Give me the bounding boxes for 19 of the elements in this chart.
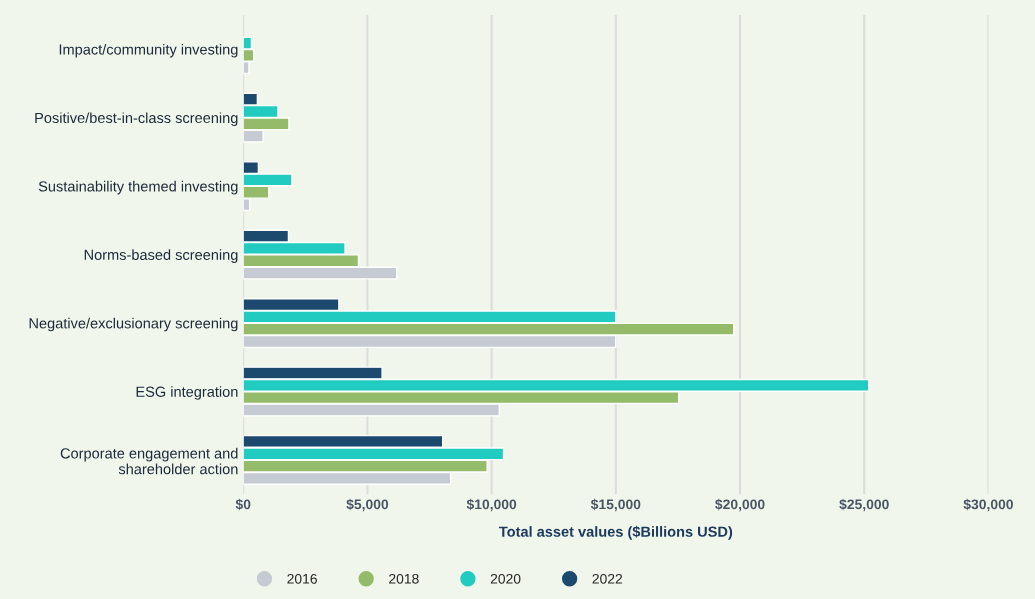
y-tick-label: ESG integration bbox=[136, 386, 238, 400]
x-tick-label: $5,000 bbox=[346, 498, 389, 512]
x-axis-title: Total asset values ($Billions USD) bbox=[499, 525, 733, 540]
y-tick-label: Corporate engagement and shareholder action bbox=[60, 447, 238, 475]
x-tick-label: $10,000 bbox=[466, 498, 517, 512]
y-tick-label: Impact/community investing bbox=[59, 43, 238, 58]
legend-label: 2022 bbox=[592, 573, 623, 584]
x-tick-label: $0 bbox=[235, 498, 251, 511]
x-tick-label: $25,000 bbox=[839, 498, 889, 512]
y-tick-label: Sustainability themed investing bbox=[38, 180, 238, 195]
legend-label: 2018 bbox=[389, 573, 419, 584]
y-tick-label: Norms-based screening bbox=[84, 249, 238, 263]
x-tick-label: $30,000 bbox=[963, 498, 1013, 512]
legend-label: 2016 bbox=[287, 573, 317, 584]
x-tick-label: $20,000 bbox=[715, 498, 765, 512]
x-tick-label: $15,000 bbox=[590, 498, 641, 512]
legend-label: 2020 bbox=[490, 573, 521, 584]
y-tick-label: Negative/exclusionary screening bbox=[29, 317, 238, 332]
y-tick-label: Positive/best-in-class screening bbox=[35, 112, 238, 126]
